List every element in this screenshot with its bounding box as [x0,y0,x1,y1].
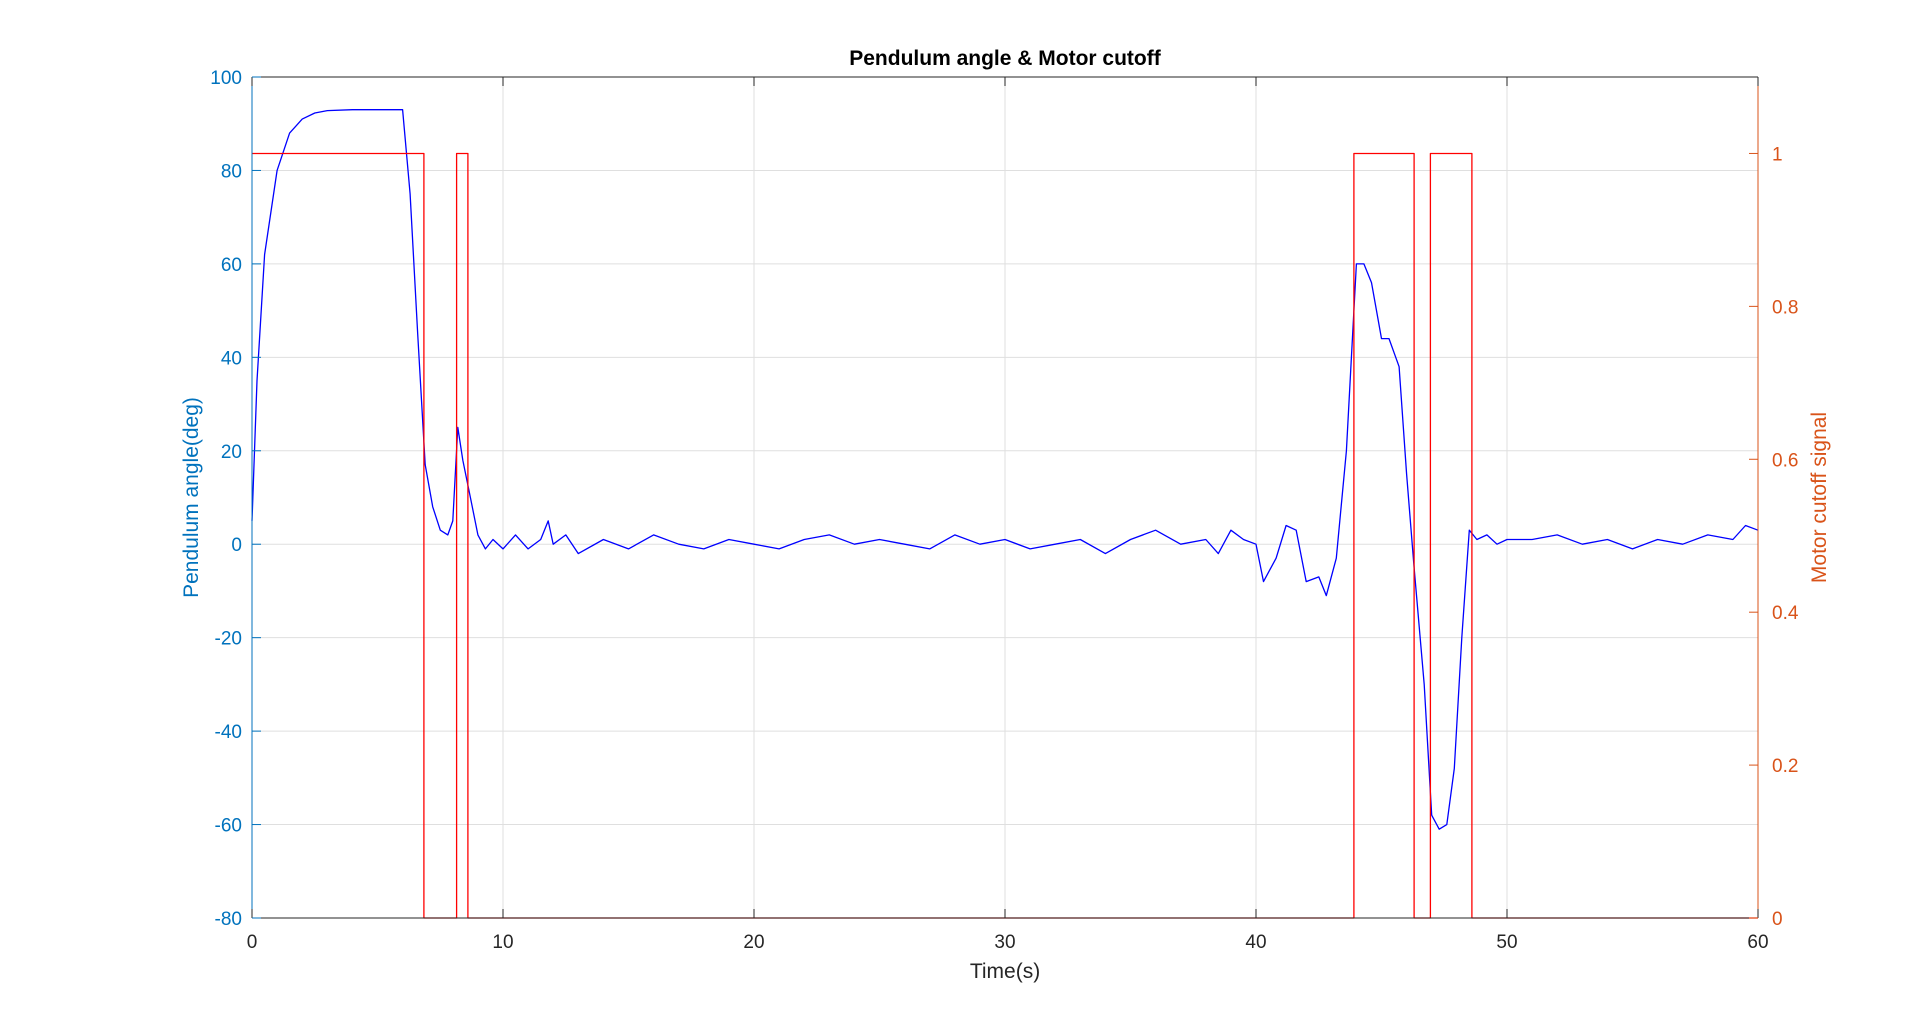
x-tick-label: 40 [1245,932,1266,953]
left-y-tick-label: 60 [221,255,242,276]
right-y-tick-label: 1 [1772,144,1783,165]
right-y-tick-label: 0.6 [1772,450,1798,471]
left-y-tick-label: 80 [221,161,242,182]
series-line-pendulum-angle [251,109,1759,830]
left-y-tick-label: 0 [231,535,242,556]
right-y-axis-label: Motor cutoff signal [1808,412,1831,583]
left-y-tick-label: -60 [215,816,242,837]
left-y-tick-label: -40 [215,722,242,743]
x-tick-label: 50 [1496,932,1517,953]
right-y-tick-label: 0 [1772,909,1783,930]
right-y-tick-label: 0.8 [1772,297,1798,318]
left-y-axis-label: Pendulum angle(deg) [180,397,203,598]
chart-title: Pendulum angle & Motor cutoff [849,47,1161,70]
left-y-tick-label: -20 [215,629,242,650]
right-y-tick-label: 0.2 [1772,756,1798,777]
grid-lines [251,76,1759,919]
left-y-tick-label: 100 [210,68,242,89]
x-tick-label: 0 [247,932,258,953]
x-axis-label: Time(s) [970,960,1040,983]
left-y-tick-label: -80 [215,909,242,930]
right-y-tick-label: 0.4 [1772,603,1799,624]
right-y-axis-ticks: 0 0.2 0.4 0.6 0.8 1 [1749,144,1799,930]
left-y-tick-label: 20 [221,442,242,463]
x-tick-label: 20 [743,932,764,953]
left-y-tick-label: 40 [221,348,242,369]
x-tick-label: 10 [492,932,513,953]
left-y-axis-ticks: -80 -60 -40 -20 0 20 40 60 80 100 [210,68,261,930]
x-tick-label: 30 [994,932,1015,953]
x-axis-ticks: 0 10 20 30 40 50 60 [247,77,1769,953]
x-tick-label: 60 [1747,932,1768,953]
